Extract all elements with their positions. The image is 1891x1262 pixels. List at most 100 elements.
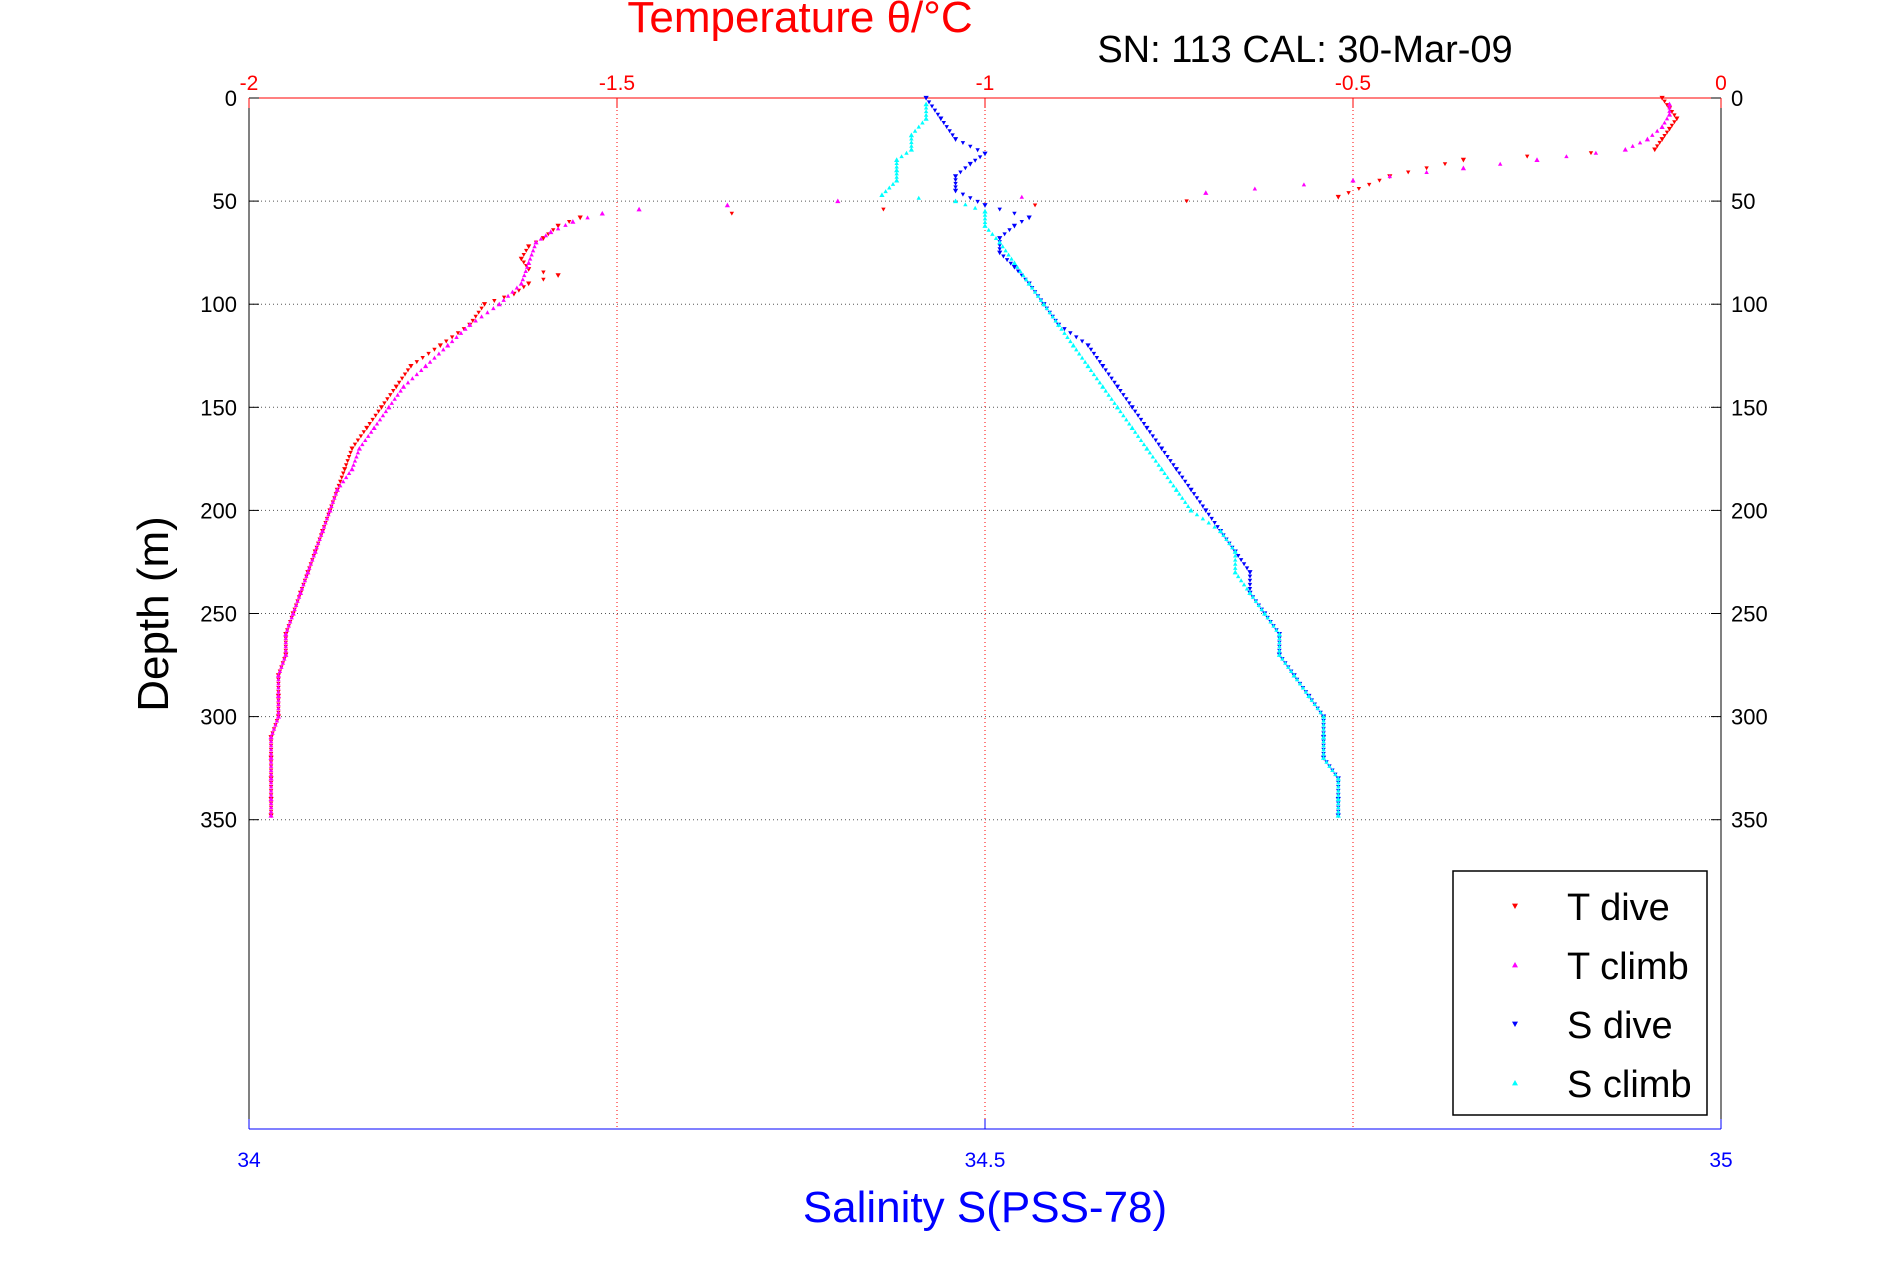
data-point	[1008, 261, 1013, 266]
data-point	[909, 140, 914, 145]
data-point	[1135, 413, 1141, 418]
data-point	[577, 215, 583, 221]
depth-tick-label-left: 300	[200, 705, 237, 730]
data-point	[276, 702, 281, 706]
data-point	[1038, 297, 1044, 302]
data-point	[1247, 574, 1253, 579]
data-point	[1002, 232, 1007, 237]
data-point	[1321, 722, 1326, 727]
data-point	[373, 413, 378, 418]
data-point	[1524, 154, 1530, 159]
data-point	[1250, 594, 1256, 599]
data-point	[1103, 368, 1108, 373]
data-point	[1244, 566, 1250, 571]
data-point	[1276, 652, 1282, 657]
depth-tick-label-left: 100	[200, 292, 237, 317]
data-point	[1206, 512, 1211, 517]
data-point	[405, 368, 411, 373]
data-point	[1622, 146, 1628, 152]
data-point	[909, 143, 914, 148]
data-point	[1271, 623, 1276, 628]
data-point	[909, 136, 914, 141]
data-point	[1173, 467, 1179, 472]
data-point	[835, 198, 841, 204]
data-point	[341, 471, 346, 476]
data-point	[1277, 644, 1282, 649]
data-point	[1662, 99, 1667, 104]
data-point	[1330, 768, 1335, 772]
data-point	[1009, 256, 1014, 261]
data-point	[388, 393, 393, 398]
data-point	[346, 455, 352, 459]
data-point	[555, 226, 561, 231]
data-point	[314, 545, 319, 550]
data-point	[1197, 500, 1203, 505]
data-point	[288, 619, 293, 624]
data-point	[283, 648, 288, 653]
data-point	[526, 281, 532, 287]
data-point	[276, 706, 281, 711]
depth-tick-label-left: 350	[200, 808, 237, 833]
data-point	[1674, 116, 1680, 122]
data-point	[1303, 689, 1309, 694]
data-point	[268, 755, 274, 760]
data-point	[993, 236, 999, 240]
data-point	[1669, 123, 1675, 128]
data-point	[351, 462, 356, 467]
series-s-climb	[879, 101, 1341, 818]
data-point	[327, 507, 333, 513]
data-point	[1460, 157, 1466, 163]
data-point	[1168, 479, 1173, 484]
data-point	[432, 355, 437, 360]
depth-tick-label-right: 0	[1731, 86, 1743, 111]
data-point	[323, 520, 328, 525]
data-point	[1088, 347, 1094, 352]
data-point	[377, 417, 383, 422]
data-point	[879, 192, 885, 197]
data-point	[1015, 264, 1020, 269]
data-point	[1286, 664, 1291, 669]
data-point	[1129, 405, 1135, 410]
data-point	[268, 796, 274, 802]
data-point	[986, 227, 991, 232]
data-point	[1320, 734, 1327, 740]
data-point	[1041, 301, 1047, 307]
data-point	[399, 376, 405, 381]
data-point	[283, 636, 288, 641]
data-point	[268, 772, 274, 777]
data-point	[1659, 137, 1665, 142]
data-point	[321, 524, 327, 529]
data-point	[1165, 475, 1170, 480]
data-point	[952, 188, 959, 194]
data-point	[1029, 285, 1035, 290]
data-point	[1657, 140, 1662, 145]
data-point	[953, 178, 958, 183]
data-point	[1100, 363, 1106, 369]
salinity-tick-label: 34.5	[965, 1149, 1006, 1172]
data-point	[541, 270, 546, 275]
data-point	[391, 389, 396, 394]
data-point	[268, 812, 274, 818]
data-point	[268, 747, 274, 752]
data-point	[1091, 351, 1097, 356]
data-point	[1655, 128, 1660, 133]
data-point	[311, 553, 316, 558]
data-point	[932, 108, 938, 113]
depth-tick-label-right: 100	[1731, 292, 1768, 317]
legend-label: S dive	[1567, 1005, 1673, 1047]
data-point	[1235, 554, 1241, 558]
data-point	[383, 409, 389, 414]
data-point	[518, 280, 524, 286]
data-point	[1024, 277, 1029, 282]
data-point	[894, 164, 899, 169]
depth-tick-label-right: 350	[1731, 808, 1768, 833]
data-point	[1200, 504, 1206, 509]
data-point	[268, 801, 274, 805]
data-point	[538, 236, 544, 241]
series-t-dive	[268, 95, 1680, 819]
data-point	[1094, 356, 1100, 361]
data-point	[1053, 318, 1058, 323]
data-point	[1460, 165, 1466, 171]
